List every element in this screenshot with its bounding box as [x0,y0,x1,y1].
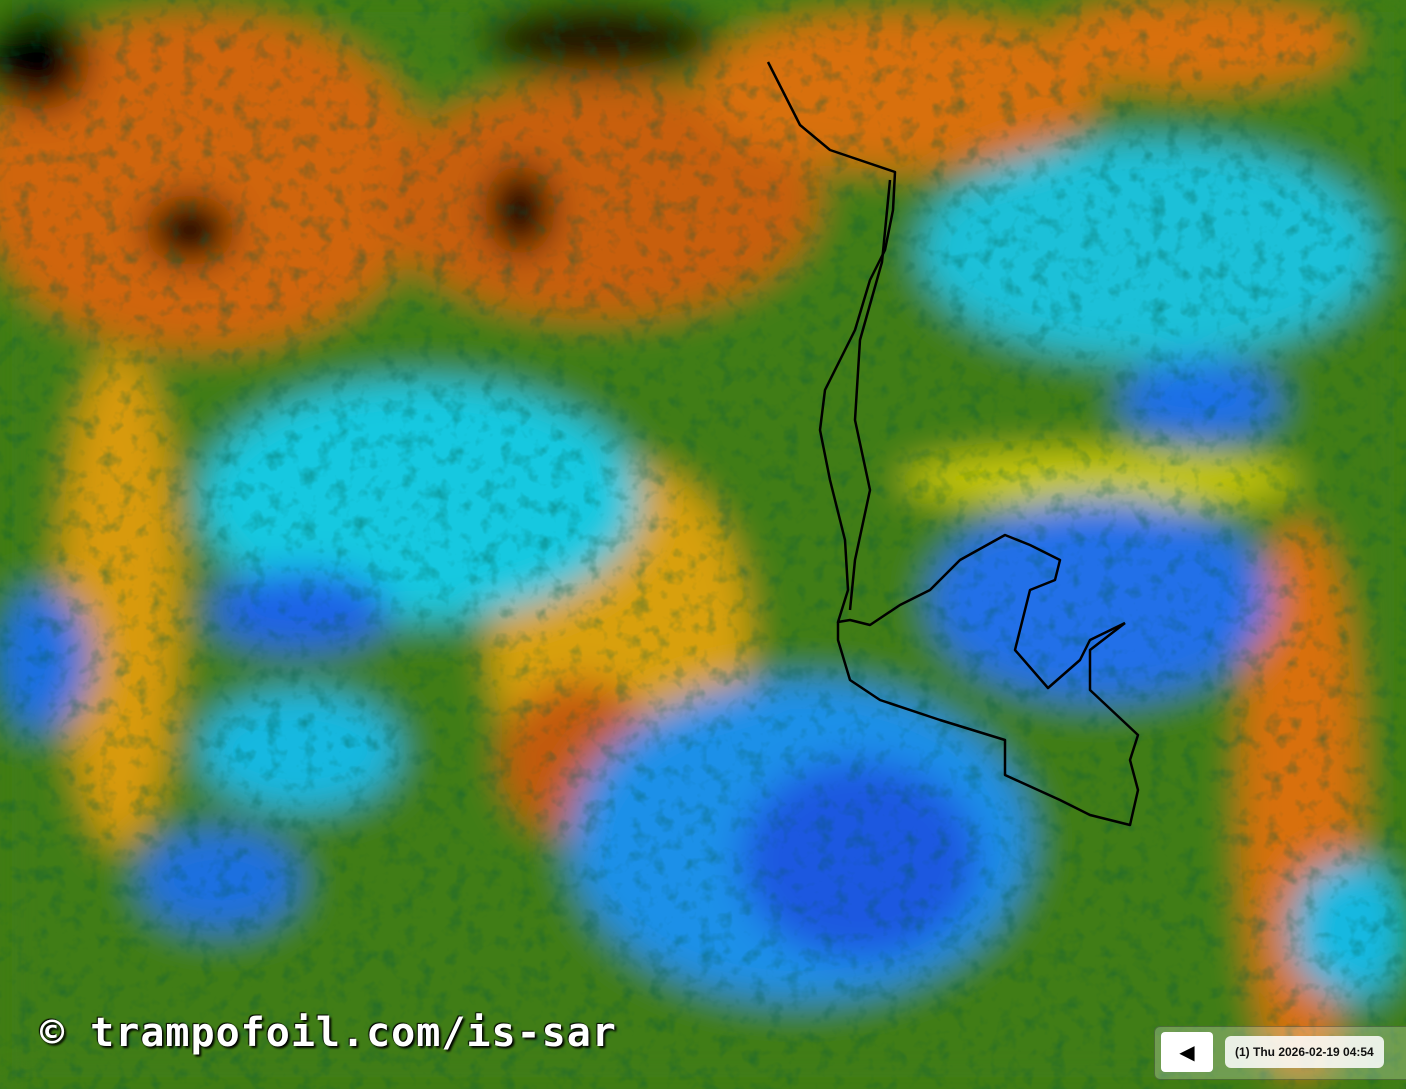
track-line-loop [836,622,1140,827]
timestamp-label: (1) Thu 2026-02-19 04:54 [1225,1036,1384,1068]
previous-frame-button[interactable]: ◀ [1161,1032,1213,1072]
track-line-outbound [766,61,1126,690]
watermark: © trampofoil.com/is-sar [40,1010,617,1056]
triangle-left-icon: ◀ [1179,1040,1195,1064]
time-controls: ◀ (1) Thu 2026-02-19 04:54 [1154,1026,1406,1080]
gps-track [766,61,1140,827]
track-line-return [848,179,892,611]
